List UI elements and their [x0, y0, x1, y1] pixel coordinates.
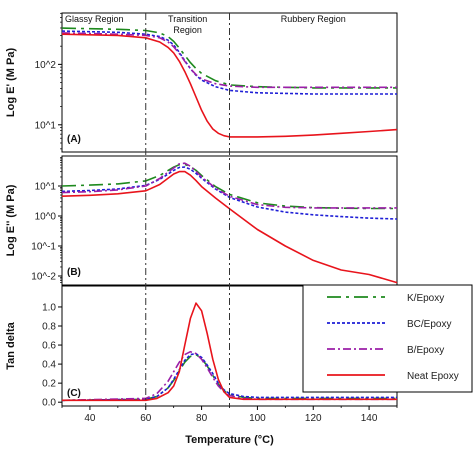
- x-tick-label: 100: [249, 413, 266, 424]
- x-axis: 40 60 80 100 120 140 Temperature (°C): [61, 406, 398, 446]
- y-tick-label: 10^2: [35, 60, 57, 71]
- series-bc-epoxy-line: [61, 166, 398, 220]
- x-tick-label: 80: [196, 413, 208, 424]
- region-label: Transition Region: [168, 14, 207, 35]
- panel-a: 10^1 10^2 Log E' (M Pa) (A) Glassy Region Tra…: [5, 12, 398, 153]
- y-tick-label: 0.4: [42, 360, 56, 371]
- x-tick-label: 140: [361, 413, 378, 424]
- y-axis-title: Log E' (M Pa): [5, 48, 17, 118]
- legend-label: B/Epoxy: [407, 345, 444, 356]
- y-tick-label: 10^-1: [31, 242, 56, 253]
- y-tick-label: 0.6: [42, 341, 56, 352]
- series-neat-epoxy-line: [61, 170, 398, 284]
- y-tick-label: 10^0: [35, 212, 57, 223]
- y-tick-label: 10^-2: [31, 272, 56, 283]
- series-b-epoxy-line: [61, 162, 397, 209]
- y-tick-label: 10^1: [35, 182, 57, 193]
- series-neat-epoxy-line: [62, 302, 397, 402]
- legend-label: K/Epoxy: [407, 293, 444, 304]
- series-b-epoxy-line: [61, 32, 397, 89]
- series-bc-epoxy-line: [61, 352, 397, 402]
- region-label: Rubbery Region: [281, 14, 346, 24]
- x-tick-label: 60: [140, 413, 152, 424]
- series-b-epoxy-line: [61, 350, 397, 402]
- legend: K/Epoxy BC/Epoxy B/Epoxy Neat Epoxy: [302, 284, 473, 393]
- x-tick-label: 40: [84, 413, 96, 424]
- y-axis-title: Log E'' (M Pa): [5, 184, 17, 256]
- y-tick-label: 0.2: [42, 379, 56, 390]
- panel-b: 10^1 10^0 10^-1 10^-2 Log E'' (M Pa) (B): [5, 155, 398, 286]
- x-tick-label: 120: [305, 413, 322, 424]
- x-axis-title: Temperature (°C): [185, 434, 274, 446]
- panel-frame: [61, 155, 398, 286]
- panel-label: (A): [67, 134, 81, 145]
- series-k-epoxy-line: [61, 163, 397, 210]
- region-label: Glassy Region: [65, 14, 124, 24]
- legend-label: Neat Epoxy: [407, 371, 459, 382]
- series-neat-epoxy-line: [61, 33, 398, 138]
- panels-layer: 10^1 10^2 Log E' (M Pa) (A) Glassy Region Tra…: [5, 12, 398, 409]
- panel-label: (B): [67, 267, 81, 278]
- y-tick-label: 10^1: [35, 120, 57, 131]
- region-boundaries: [145, 13, 230, 406]
- y-tick-label: 0.8: [42, 322, 56, 333]
- series-k-epoxy-line: [61, 27, 397, 89]
- panel-label: (C): [67, 388, 81, 399]
- y-tick-label: 0.0: [42, 398, 56, 409]
- legend-label: BC/Epoxy: [407, 319, 451, 330]
- y-tick-label: 1.0: [42, 302, 56, 313]
- y-axis-title: Tan delta: [5, 321, 17, 369]
